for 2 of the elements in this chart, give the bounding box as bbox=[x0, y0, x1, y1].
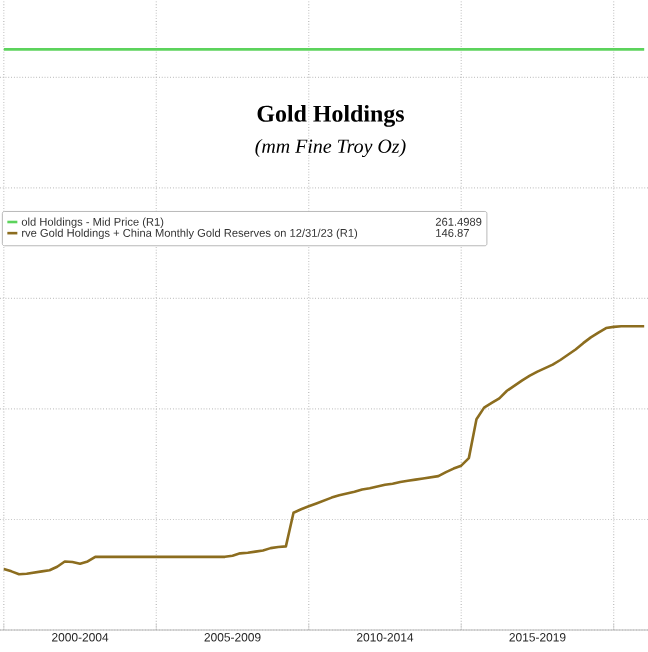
text: (mm Fine Troy Oz) bbox=[255, 138, 406, 158]
text: Gold Holdings bbox=[257, 104, 404, 127]
